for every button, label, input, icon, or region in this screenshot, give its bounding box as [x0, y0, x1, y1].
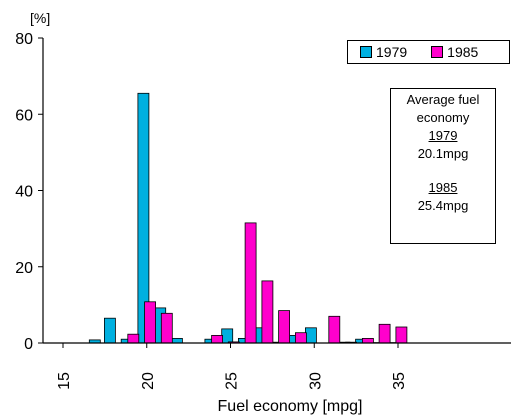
x-ticks-group: 15 20 25 30 35 [56, 343, 408, 390]
legend-swatch-1979 [360, 46, 372, 58]
bar-1979 [104, 317, 116, 344]
y-tick-label: 80 [15, 31, 33, 48]
x-tick-label: 20 [140, 372, 157, 390]
annotation-value-1979: 20.1mpg [417, 146, 469, 161]
bar-1985 [328, 315, 341, 344]
y-tick-label: 0 [24, 336, 33, 353]
x-tick-label: 25 [224, 372, 241, 390]
bar-1985 [294, 332, 307, 344]
annotation-value-1985: 25.4mpg [417, 198, 469, 213]
bar-1985 [127, 333, 140, 344]
legend: 1979 1985 [347, 40, 510, 64]
legend-item-1979: 1979 [360, 44, 407, 60]
legend-label-1979: 1979 [376, 44, 408, 60]
annotation-year-1985: 1985 [428, 180, 458, 195]
bar-1985 [244, 222, 257, 344]
bar-1985 [395, 326, 408, 344]
y-ticks-group: 0 20 40 60 80 [15, 31, 43, 353]
y-tick-label: 20 [15, 260, 33, 277]
bar-1985 [211, 334, 224, 344]
bar-1985 [144, 301, 157, 344]
x-tick-label: 35 [391, 372, 408, 390]
y-axis-label: [%] [30, 10, 50, 26]
legend-label-1985: 1985 [447, 44, 479, 60]
bar-1979 [170, 337, 183, 344]
bar-1985 [261, 280, 274, 344]
bar-1985 [278, 310, 291, 344]
y-tick-label: 40 [15, 184, 33, 201]
bar-1985 [160, 312, 173, 344]
annotation-year-1979: 1979 [428, 128, 458, 143]
bar-1985 [361, 337, 374, 344]
average-fuel-economy-box: Average fuel economy 1979 20.1mpg 1985 2… [390, 88, 496, 244]
x-tick-label: 30 [307, 372, 324, 390]
annotation-title: Average fuel economy [406, 92, 480, 125]
y-tick-label: 60 [15, 107, 33, 124]
bar-1979 [304, 327, 317, 344]
legend-item-1985: 1985 [431, 44, 478, 60]
bar-1985 [378, 323, 391, 344]
x-axis-label: Fuel economy [mpg] [218, 398, 363, 415]
bar-1979 [221, 328, 234, 344]
legend-swatch-1985 [431, 46, 444, 58]
x-tick-label: 15 [56, 372, 73, 390]
bars-group [88, 92, 408, 344]
